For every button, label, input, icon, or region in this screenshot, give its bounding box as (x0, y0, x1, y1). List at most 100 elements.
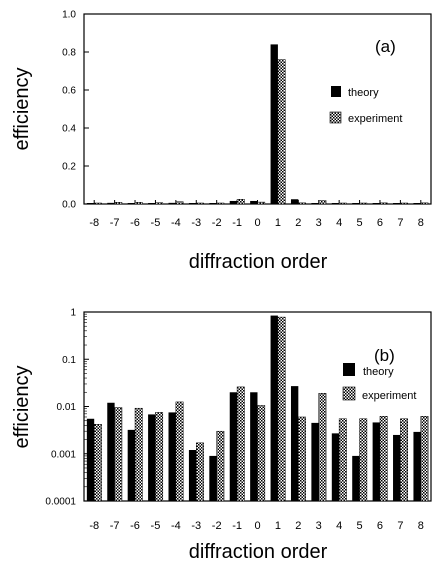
panel-a-x-tick-label: -7 (110, 217, 120, 229)
panel-a-x-tick-label: -4 (171, 217, 181, 229)
panel-b-legend-swatch-theory (343, 363, 355, 376)
panel-a-bar-experiment (155, 202, 164, 205)
panel-a-bar-experiment (236, 199, 245, 205)
panel-a-bar-theory (331, 203, 340, 204)
panel-b-bar-experiment (379, 416, 388, 502)
panel-a-x-tick-label: 7 (397, 217, 403, 229)
panel-b-bar-experiment (338, 418, 347, 502)
panel-a-bar-experiment (400, 202, 408, 205)
panel-b-x-tick-label: 5 (356, 520, 362, 532)
panel-a-y-axis-label: efficiency (11, 67, 33, 150)
panel-b-bar-experiment (400, 418, 408, 502)
panel-b-bar-theory (107, 402, 115, 501)
panel-a-y-ticks: 1.0 0.8 0.6 0.4 0.2 0.0 (62, 10, 89, 211)
panel-a-x-axis-label: diffraction order (189, 251, 328, 273)
panel-b-bars (86, 315, 429, 502)
panel-a-legend-swatch-theory (331, 86, 341, 97)
panel-b-x-tick-label: -2 (212, 520, 222, 532)
panel-b-bar-theory (393, 434, 401, 501)
panel-a-bar-theory (188, 203, 197, 204)
panel-a-y-tick-label: 0.0 (62, 200, 76, 211)
panel-a-x-tick-label: -6 (130, 217, 140, 229)
panel-b-bar-experiment (155, 412, 164, 502)
panel-b-x-ticks: -8 -7 -6 -5 -4 -3 -2 -1 0 1 2 3 4 5 6 7 8 (89, 497, 424, 532)
panel-b-x-tick-label: 8 (418, 520, 424, 532)
panel-a-legend-experiment: experiment (348, 113, 402, 125)
panel-a: 1.0 0.8 0.6 0.4 0.2 0.0 -8 -7 -6 -5 -4 -3 -2 -1 0 1 2 3 4… (11, 10, 432, 273)
panel-b-bar-experiment (277, 316, 286, 502)
panel-b-bar-theory (86, 418, 95, 501)
panel-a-bar-experiment (338, 202, 347, 205)
panel-b-bar-theory (270, 315, 278, 501)
panel-b: 1 0.1 0.01 0.001 0.0001 -8 -7 -6 -5 -4 -3 -2 -1 0 1 2 3… (11, 308, 432, 563)
panel-b-x-tick-label: 2 (295, 520, 301, 532)
panel-b-legend-swatch-experiment (342, 386, 356, 401)
panel-b-bar-experiment (359, 418, 368, 502)
panel-a-bar-theory (86, 203, 95, 204)
panel-a-y-tick-label: 0.2 (62, 162, 76, 173)
panel-b-bar-experiment (114, 407, 123, 502)
panel-a-x-tick-label: -3 (191, 217, 201, 229)
panel-b-x-axis-label: diffraction order (189, 541, 328, 563)
panel-b-x-tick-label: 7 (397, 520, 403, 532)
panel-b-bar-experiment (134, 407, 143, 502)
panel-b-bar-experiment (420, 416, 429, 502)
panel-a-legend: theory experiment (329, 86, 402, 125)
panel-b-y-tick-label: 0.001 (51, 449, 76, 460)
panel-a-bar-theory (148, 203, 156, 204)
panel-b-label: (b) (374, 346, 395, 365)
panel-a-bar-experiment (175, 201, 184, 205)
panel-b-x-tick-label: -7 (110, 520, 120, 532)
panel-b-bar-experiment (216, 430, 225, 502)
panel-b-y-tick-label: 0.0001 (45, 497, 76, 508)
panel-b-bar-theory (352, 455, 360, 501)
panel-b-bar-experiment (196, 442, 204, 502)
panel-b-y-tick-label: 0.1 (62, 355, 76, 366)
panel-b-legend: theory experiment (342, 363, 416, 402)
panel-b-legend-experiment: experiment (362, 390, 416, 402)
panel-a-bar-theory (413, 203, 421, 204)
panel-a-bar-experiment (318, 200, 327, 205)
panel-b-x-tick-label: 0 (254, 520, 260, 532)
panel-a-bars (86, 44, 429, 205)
panel-a-bar-experiment (420, 202, 429, 205)
panel-a-x-tick-label: 8 (418, 217, 424, 229)
panel-b-x-tick-label: -4 (171, 520, 181, 532)
panel-b-y-ticks: 1 0.1 0.01 0.001 0.0001 (45, 308, 89, 508)
panel-a-y-tick-label: 1.0 (62, 10, 76, 21)
panel-a-bar-theory (127, 203, 136, 204)
panel-a-legend-swatch-experiment (329, 111, 342, 124)
panel-a-bar-theory (209, 203, 217, 204)
panel-b-bar-theory (413, 431, 421, 501)
panel-b-x-tick-label: 4 (336, 520, 342, 532)
panel-a-bar-theory (250, 200, 258, 204)
panel-b-bar-theory (168, 412, 176, 501)
panel-b-bar-experiment (298, 416, 306, 502)
panel-a-bar-theory (352, 203, 360, 204)
panel-a-y-tick-label: 0.6 (62, 86, 76, 97)
panel-b-bar-theory (372, 422, 380, 501)
panel-a-x-tick-label: 5 (356, 217, 362, 229)
panel-b-bar-experiment (93, 424, 102, 502)
panel-b-bar-experiment (236, 386, 245, 502)
panel-b-x-tick-label: 6 (377, 520, 383, 532)
panel-a-legend-theory: theory (348, 87, 379, 99)
panel-b-bar-theory (311, 422, 319, 501)
panel-b-bar-experiment (257, 405, 266, 502)
panel-a-bar-theory (372, 203, 380, 204)
panel-b-y-tick-label: 1 (70, 308, 76, 319)
panel-a-bar-experiment (277, 59, 286, 205)
panel-a-bar-experiment (257, 201, 266, 205)
panel-b-x-tick-label: -6 (130, 520, 140, 532)
panel-a-x-tick-label: 3 (316, 217, 322, 229)
panel-a-x-tick-label: 6 (377, 217, 383, 229)
panel-a-bar-theory (270, 44, 278, 205)
panel-a-bar-theory (168, 202, 176, 204)
panel-b-legend-theory: theory (363, 366, 394, 378)
panel-b-bar-theory (229, 392, 238, 501)
panel-a-bar-theory (311, 203, 319, 204)
panel-a-bar-experiment (114, 202, 123, 205)
panel-b-bar-theory (209, 455, 217, 501)
panel-a-x-tick-label: 0 (254, 217, 260, 229)
